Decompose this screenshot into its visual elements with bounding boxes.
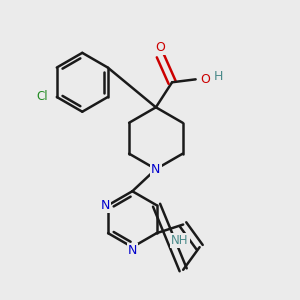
Text: NH: NH	[171, 234, 189, 247]
Text: O: O	[200, 73, 210, 86]
Text: H: H	[213, 70, 223, 83]
Text: Cl: Cl	[36, 91, 48, 103]
Text: O: O	[155, 41, 165, 54]
Text: N: N	[151, 163, 160, 176]
Text: N: N	[100, 199, 110, 212]
Text: N: N	[128, 244, 137, 256]
